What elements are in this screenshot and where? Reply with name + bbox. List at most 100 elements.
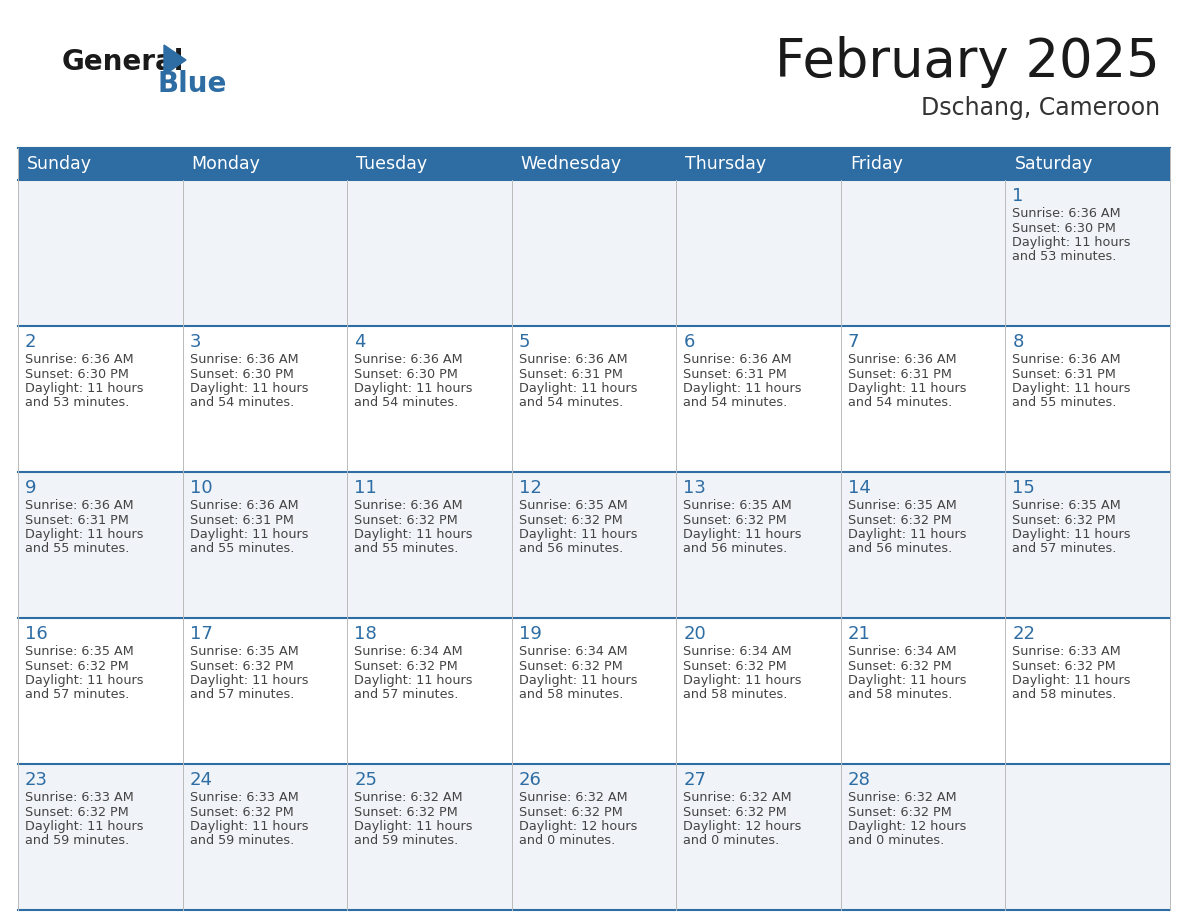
Text: Sunrise: 6:36 AM: Sunrise: 6:36 AM xyxy=(25,499,133,512)
Text: and 53 minutes.: and 53 minutes. xyxy=(1012,251,1117,263)
Text: 18: 18 xyxy=(354,625,377,643)
Text: and 58 minutes.: and 58 minutes. xyxy=(848,688,953,701)
Text: Sunset: 6:31 PM: Sunset: 6:31 PM xyxy=(25,513,128,527)
Text: Sunrise: 6:36 AM: Sunrise: 6:36 AM xyxy=(354,499,463,512)
Text: Sunset: 6:32 PM: Sunset: 6:32 PM xyxy=(683,805,786,819)
Text: and 0 minutes.: and 0 minutes. xyxy=(683,834,779,847)
Text: Friday: Friday xyxy=(849,155,903,173)
Text: 12: 12 xyxy=(519,479,542,497)
Text: Daylight: 11 hours: Daylight: 11 hours xyxy=(190,674,308,687)
Text: Sunset: 6:31 PM: Sunset: 6:31 PM xyxy=(1012,367,1117,380)
Text: 1: 1 xyxy=(1012,187,1024,205)
Text: Tuesday: Tuesday xyxy=(356,155,428,173)
Text: Daylight: 11 hours: Daylight: 11 hours xyxy=(1012,382,1131,395)
Text: Sunrise: 6:35 AM: Sunrise: 6:35 AM xyxy=(25,645,134,658)
Text: Sunrise: 6:32 AM: Sunrise: 6:32 AM xyxy=(519,791,627,804)
Text: Sunset: 6:31 PM: Sunset: 6:31 PM xyxy=(190,513,293,527)
Bar xyxy=(18,326,1170,472)
Text: Sunset: 6:32 PM: Sunset: 6:32 PM xyxy=(25,805,128,819)
Text: Daylight: 11 hours: Daylight: 11 hours xyxy=(25,528,144,541)
Text: Sunrise: 6:32 AM: Sunrise: 6:32 AM xyxy=(354,791,463,804)
Text: Sunset: 6:32 PM: Sunset: 6:32 PM xyxy=(683,513,786,527)
Text: Sunset: 6:32 PM: Sunset: 6:32 PM xyxy=(519,659,623,673)
Text: and 55 minutes.: and 55 minutes. xyxy=(354,543,459,555)
Text: Daylight: 11 hours: Daylight: 11 hours xyxy=(683,382,802,395)
Text: Daylight: 11 hours: Daylight: 11 hours xyxy=(848,674,966,687)
Text: Sunrise: 6:33 AM: Sunrise: 6:33 AM xyxy=(25,791,134,804)
Text: Sunrise: 6:35 AM: Sunrise: 6:35 AM xyxy=(848,499,956,512)
Text: 26: 26 xyxy=(519,771,542,789)
Bar xyxy=(18,618,1170,764)
Text: Sunrise: 6:36 AM: Sunrise: 6:36 AM xyxy=(25,353,133,366)
Text: 22: 22 xyxy=(1012,625,1036,643)
Text: Daylight: 11 hours: Daylight: 11 hours xyxy=(354,382,473,395)
Text: Sunrise: 6:33 AM: Sunrise: 6:33 AM xyxy=(1012,645,1121,658)
Text: and 0 minutes.: and 0 minutes. xyxy=(519,834,615,847)
Text: 20: 20 xyxy=(683,625,706,643)
Text: Sunrise: 6:35 AM: Sunrise: 6:35 AM xyxy=(683,499,792,512)
Text: Sunset: 6:32 PM: Sunset: 6:32 PM xyxy=(519,805,623,819)
Text: Daylight: 11 hours: Daylight: 11 hours xyxy=(519,382,637,395)
Text: and 55 minutes.: and 55 minutes. xyxy=(1012,397,1117,409)
Text: and 57 minutes.: and 57 minutes. xyxy=(1012,543,1117,555)
Text: and 55 minutes.: and 55 minutes. xyxy=(190,543,293,555)
Text: Daylight: 11 hours: Daylight: 11 hours xyxy=(25,382,144,395)
Text: and 59 minutes.: and 59 minutes. xyxy=(354,834,459,847)
Text: and 56 minutes.: and 56 minutes. xyxy=(848,543,952,555)
Text: Daylight: 11 hours: Daylight: 11 hours xyxy=(354,528,473,541)
Text: Sunset: 6:32 PM: Sunset: 6:32 PM xyxy=(190,659,293,673)
Text: Sunrise: 6:34 AM: Sunrise: 6:34 AM xyxy=(683,645,792,658)
Text: 11: 11 xyxy=(354,479,377,497)
Text: Daylight: 11 hours: Daylight: 11 hours xyxy=(354,674,473,687)
Text: Sunrise: 6:36 AM: Sunrise: 6:36 AM xyxy=(190,353,298,366)
Text: and 57 minutes.: and 57 minutes. xyxy=(354,688,459,701)
Text: 2: 2 xyxy=(25,333,37,351)
Text: and 54 minutes.: and 54 minutes. xyxy=(848,397,952,409)
Text: Sunrise: 6:34 AM: Sunrise: 6:34 AM xyxy=(519,645,627,658)
Bar xyxy=(18,472,1170,618)
Text: and 59 minutes.: and 59 minutes. xyxy=(25,834,129,847)
Text: 3: 3 xyxy=(190,333,201,351)
Text: Daylight: 11 hours: Daylight: 11 hours xyxy=(190,528,308,541)
Text: Sunset: 6:32 PM: Sunset: 6:32 PM xyxy=(848,659,952,673)
Text: 21: 21 xyxy=(848,625,871,643)
Text: Daylight: 12 hours: Daylight: 12 hours xyxy=(683,820,802,833)
Text: Sunset: 6:32 PM: Sunset: 6:32 PM xyxy=(519,513,623,527)
Text: Daylight: 11 hours: Daylight: 11 hours xyxy=(519,674,637,687)
Text: 24: 24 xyxy=(190,771,213,789)
Text: Saturday: Saturday xyxy=(1015,155,1093,173)
Text: 14: 14 xyxy=(848,479,871,497)
Text: Sunrise: 6:35 AM: Sunrise: 6:35 AM xyxy=(1012,499,1121,512)
Text: Daylight: 12 hours: Daylight: 12 hours xyxy=(519,820,637,833)
Text: Sunset: 6:31 PM: Sunset: 6:31 PM xyxy=(683,367,788,380)
Text: Daylight: 11 hours: Daylight: 11 hours xyxy=(25,820,144,833)
Text: and 54 minutes.: and 54 minutes. xyxy=(519,397,623,409)
Text: Sunrise: 6:33 AM: Sunrise: 6:33 AM xyxy=(190,791,298,804)
Text: Daylight: 11 hours: Daylight: 11 hours xyxy=(848,528,966,541)
Text: 27: 27 xyxy=(683,771,707,789)
Text: Sunset: 6:31 PM: Sunset: 6:31 PM xyxy=(519,367,623,380)
Text: 13: 13 xyxy=(683,479,706,497)
Text: Sunrise: 6:34 AM: Sunrise: 6:34 AM xyxy=(354,645,463,658)
Text: Sunset: 6:32 PM: Sunset: 6:32 PM xyxy=(354,659,457,673)
Polygon shape xyxy=(164,45,187,75)
Bar xyxy=(18,764,1170,910)
Text: Daylight: 11 hours: Daylight: 11 hours xyxy=(1012,528,1131,541)
Text: Sunrise: 6:32 AM: Sunrise: 6:32 AM xyxy=(848,791,956,804)
Text: Thursday: Thursday xyxy=(685,155,766,173)
Text: and 56 minutes.: and 56 minutes. xyxy=(519,543,623,555)
Text: Sunrise: 6:32 AM: Sunrise: 6:32 AM xyxy=(683,791,792,804)
Text: Daylight: 11 hours: Daylight: 11 hours xyxy=(683,674,802,687)
Text: Sunset: 6:30 PM: Sunset: 6:30 PM xyxy=(190,367,293,380)
Text: Sunrise: 6:36 AM: Sunrise: 6:36 AM xyxy=(519,353,627,366)
Text: and 59 minutes.: and 59 minutes. xyxy=(190,834,293,847)
Text: Daylight: 11 hours: Daylight: 11 hours xyxy=(848,382,966,395)
Text: 4: 4 xyxy=(354,333,366,351)
Text: Sunset: 6:32 PM: Sunset: 6:32 PM xyxy=(848,805,952,819)
Text: 8: 8 xyxy=(1012,333,1024,351)
Text: and 54 minutes.: and 54 minutes. xyxy=(354,397,459,409)
Text: February 2025: February 2025 xyxy=(776,36,1159,88)
Text: Sunrise: 6:36 AM: Sunrise: 6:36 AM xyxy=(354,353,463,366)
Text: Blue: Blue xyxy=(157,70,227,98)
Text: Sunrise: 6:36 AM: Sunrise: 6:36 AM xyxy=(1012,353,1121,366)
